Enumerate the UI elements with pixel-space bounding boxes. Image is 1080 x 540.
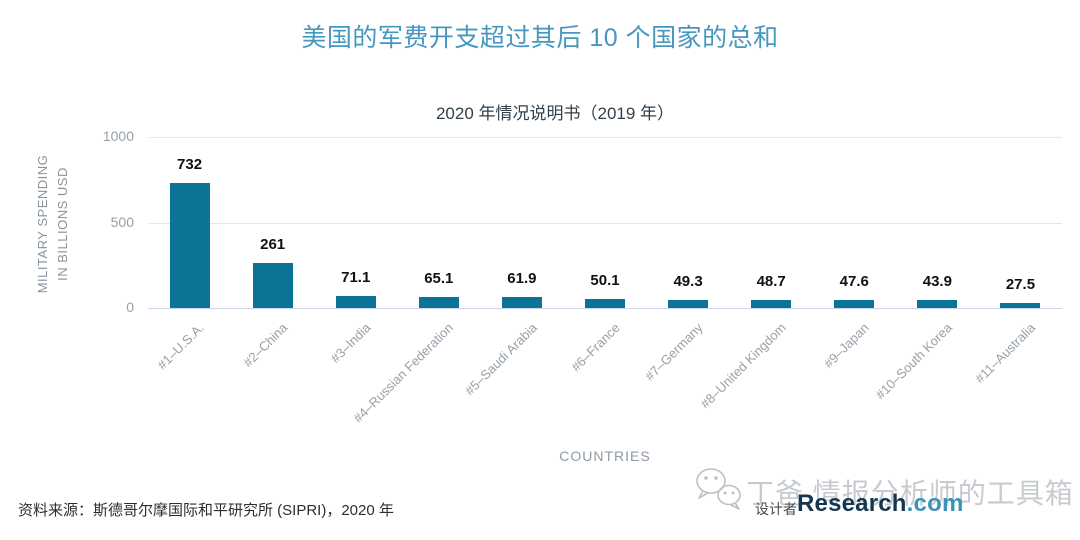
bar[interactable] [585, 299, 625, 308]
bar[interactable] [501, 297, 542, 308]
bar[interactable] [252, 263, 293, 308]
wechat-icon [696, 468, 741, 510]
bar-value-label: 61.9 [507, 270, 537, 288]
chart-title: 美国的军费开支超过其后 10 个国家的总和 [301, 24, 779, 52]
y-axis-title-line1: MILITARY SPENDING [35, 154, 50, 294]
bar[interactable] [418, 296, 459, 308]
x-axis-category-label: #1–U.S.A. [154, 320, 208, 373]
x-axis-category-label: #9–Japan [820, 320, 872, 372]
source-note: 资料来源：斯德哥尔摩国际和平研究所 (SIPRI)，2020 年 [18, 502, 394, 519]
y-gridline [148, 222, 1062, 224]
y-axis-title-line2: IN BILLIONS USD [55, 167, 70, 281]
bar[interactable] [169, 182, 210, 308]
designer-label: 设计者 [755, 501, 797, 517]
x-axis-title: COUNTRIES [559, 448, 651, 464]
y-axis-tick-label: 0 [126, 299, 134, 315]
bar-value-label: 43.9 [922, 273, 952, 291]
y-gridline [148, 137, 1062, 138]
bar[interactable] [668, 299, 709, 308]
x-axis-category-label: #7–Germany [641, 320, 706, 384]
brand-logo-name: Research [797, 490, 907, 517]
bar-value-label: 48.7 [756, 272, 786, 290]
y-axis-tick-label: 500 [110, 213, 134, 230]
x-axis-category-label: #5–Saudi Arabia [461, 320, 540, 399]
y-axis-title: MILITARY SPENDING IN BILLIONS USD [33, 74, 77, 374]
x-axis-category-label: #11–Australia [971, 320, 1039, 387]
bar-value-label: 261 [260, 236, 286, 254]
bar-value-label: 732 [177, 155, 203, 173]
x-axis-category-label: #3–India [327, 320, 374, 366]
bar-value-label: 65.1 [424, 269, 454, 287]
bar[interactable] [834, 299, 875, 308]
x-axis-category-label: #6–France [568, 320, 623, 375]
bar-value-label: 71.1 [341, 268, 371, 286]
bar-value-label: 27.5 [1005, 276, 1036, 294]
bar-value-label: 50.1 [590, 272, 620, 290]
x-axis-category-label: #8–United Kingdom [697, 320, 789, 412]
bar[interactable] [751, 299, 792, 308]
x-axis-line [148, 308, 1062, 309]
bar[interactable] [917, 300, 958, 308]
y-axis-tick-label: 1000 [102, 128, 134, 144]
brand-logo: Research.com [797, 490, 964, 518]
bar[interactable] [335, 295, 376, 308]
x-axis-category-label: #10–South Korea [872, 320, 955, 403]
bar[interactable] [1000, 303, 1041, 308]
bar-value-label: 47.6 [839, 272, 869, 290]
chart-subtitle: 2020 年情况说明书（2019 年） [435, 104, 675, 123]
brand-logo-tld: .com [906, 490, 964, 517]
bar-value-label: 49.3 [673, 272, 703, 290]
x-axis-category-label: #2–China [240, 320, 291, 370]
